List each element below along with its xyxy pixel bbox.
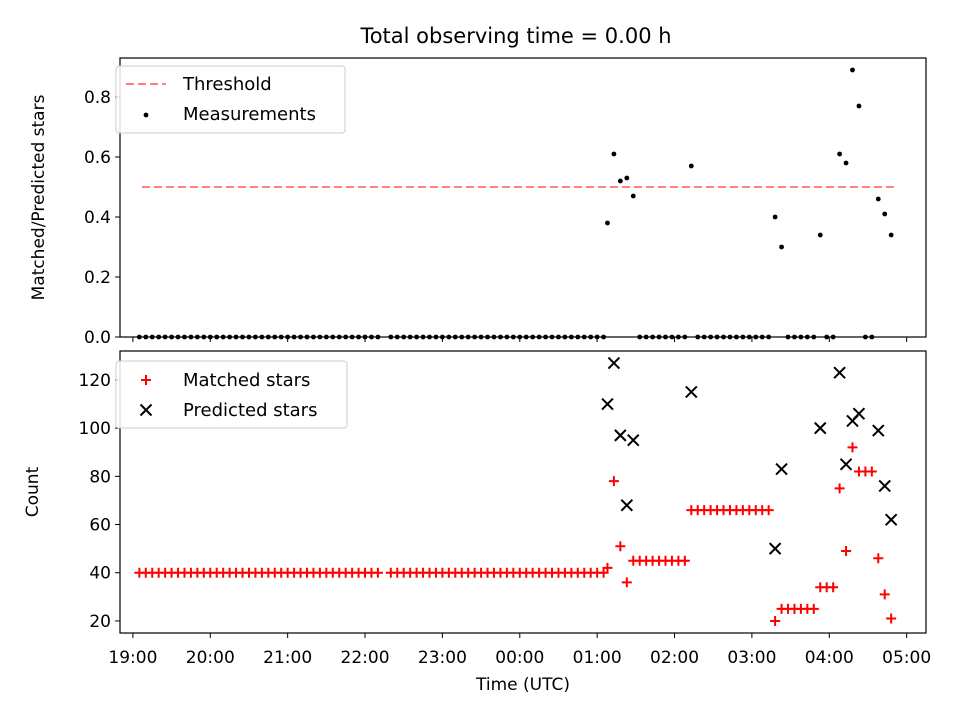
- x-tick-label: 03:00: [727, 648, 776, 668]
- bottom-y-tick-label: 120: [79, 371, 111, 391]
- matched-stars-point: [879, 589, 890, 600]
- bottom-axes-frame: [119, 350, 927, 634]
- legend-matched-label: Matched stars: [183, 370, 310, 391]
- matched-stars-point: [608, 476, 619, 487]
- bottom-y-tick-label: 20: [89, 612, 111, 632]
- x-tick-label: 01:00: [573, 648, 622, 668]
- x-tick-label: 20:00: [186, 648, 235, 668]
- predicted-stars-point: [620, 499, 634, 512]
- matched-stars-point: [886, 613, 897, 624]
- chart-title: Total observing time = 0.00 h: [359, 24, 671, 48]
- x-axis-label: Time (UTC): [475, 675, 570, 695]
- measurement-point: [882, 211, 888, 217]
- matched-stars-point: [679, 555, 690, 566]
- predicted-stars-point: [884, 513, 898, 526]
- measurement-point: [817, 232, 823, 238]
- predicted-stars-point: [833, 366, 846, 379]
- measurement-point: [617, 178, 623, 184]
- bottom-y-tick-label: 100: [79, 419, 111, 439]
- measurement-point: [875, 196, 881, 202]
- bottom-y-tick-label: 60: [89, 516, 111, 536]
- matched-stars-point: [602, 562, 613, 573]
- top-y-axis-label: Matched/Predicted stars: [29, 94, 49, 300]
- x-tick-label: 21:00: [263, 648, 312, 668]
- measurement-point: [888, 232, 894, 238]
- top-y-tick-label: 0.0: [84, 328, 111, 348]
- matched-stars-point: [808, 603, 819, 614]
- measurement-point: [630, 193, 636, 199]
- x-tick-label: 19:00: [108, 648, 157, 668]
- measurement-point: [624, 175, 630, 181]
- matched-stars-point: [763, 505, 774, 516]
- predicted-stars-point: [852, 407, 866, 420]
- predicted-stars-point: [601, 397, 614, 411]
- predicted-stars-point: [768, 542, 782, 555]
- legend-measurements-label: Measurements: [183, 104, 316, 125]
- predicted-stars-point: [614, 429, 627, 442]
- predicted-stars-point: [607, 356, 621, 370]
- top-y-tick-label: 0.8: [84, 88, 111, 108]
- matched-stars-point: [770, 615, 781, 626]
- measurement-point: [772, 214, 778, 220]
- bottom-panel: 20 40 60 80 100 120 19:00 20:00 21:00 22:00 23:00 0…: [23, 350, 931, 695]
- matched-stars-point: [615, 541, 626, 552]
- bottom-legend: Matched stars Predicted stars: [115, 360, 348, 429]
- measurement-point: [837, 151, 842, 157]
- legend-predicted-label: Predicted stars: [183, 400, 317, 421]
- predicted-stars-point: [878, 479, 891, 493]
- predicted-stars-point: [872, 424, 885, 437]
- matched-stars-point: [847, 442, 858, 453]
- predicted-stars-point: [839, 458, 853, 471]
- x-tick-label: 02:00: [650, 648, 699, 668]
- bottom-y-tick-label: 40: [89, 564, 111, 584]
- top-y-tick-label: 0.4: [84, 208, 111, 228]
- matched-stars-point: [828, 582, 839, 593]
- bottom-y-axis-label: Count: [23, 466, 43, 517]
- x-tick-label: 23:00: [418, 648, 467, 668]
- measurement-point: [779, 244, 784, 250]
- bottom-y-tick-label: 80: [89, 467, 111, 487]
- top-panel: 0.0 0.2 0.4 0.6 0.8 Matched/Predicted stars Th…: [29, 57, 927, 348]
- matched-stars-point: [841, 546, 852, 557]
- predicted-stars-point: [685, 385, 698, 399]
- top-y-tick-label: 0.6: [84, 148, 111, 168]
- top-y-tick-label: 0.2: [84, 268, 111, 288]
- legend-predicted-swatch: [139, 403, 153, 417]
- measurement-point: [843, 160, 849, 166]
- top-axes-frame: [119, 57, 927, 338]
- measurement-point: [611, 151, 617, 157]
- measurement-point: [688, 163, 694, 169]
- matched-stars-point: [866, 466, 877, 477]
- measurement-point: [605, 220, 610, 226]
- legend-measurements-swatch: [143, 112, 149, 118]
- matched-stars-point: [834, 483, 845, 494]
- bottom-legend-box: [115, 360, 348, 429]
- matched-stars-point: [621, 577, 632, 588]
- x-tick-label: 22:00: [341, 648, 390, 668]
- legend-matched-swatch: [141, 375, 151, 385]
- predicted-stars-point: [814, 421, 827, 435]
- predicted-stars-point: [775, 462, 788, 476]
- measurement-point: [850, 67, 855, 73]
- x-tick-label: 05:00: [882, 648, 931, 668]
- legend-threshold-label: Threshold: [182, 74, 272, 95]
- matched-stars-point: [873, 553, 884, 564]
- x-tick-label: 04:00: [805, 648, 854, 668]
- measurement-point: [856, 103, 862, 109]
- top-legend: Threshold Measurements: [115, 65, 346, 134]
- predicted-stars-point: [627, 433, 640, 447]
- matched-stars-point: [372, 567, 383, 578]
- top-legend-box: [115, 65, 346, 134]
- x-tick-label: 00:00: [495, 648, 544, 668]
